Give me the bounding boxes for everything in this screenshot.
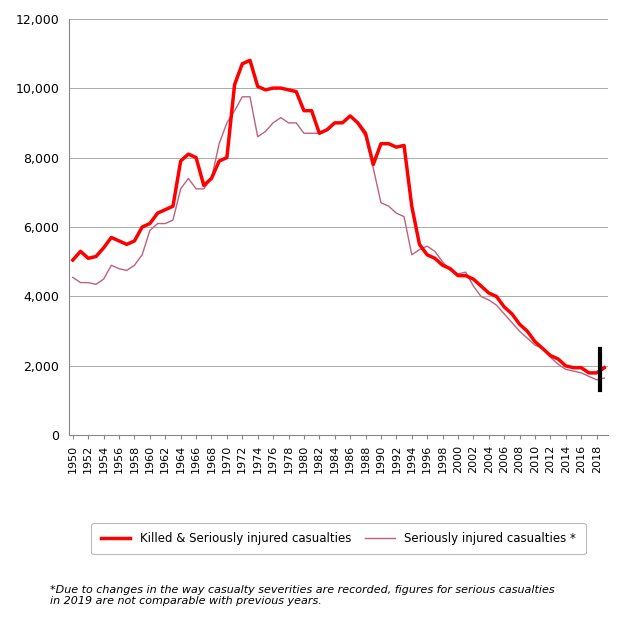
Legend: Killed & Seriously injured casualties, Seriously injured casualties *: Killed & Seriously injured casualties, S… [92,522,586,554]
Text: *Due to changes in the way casualty severities are recorded, figures for serious: *Due to changes in the way casualty seve… [50,585,555,606]
